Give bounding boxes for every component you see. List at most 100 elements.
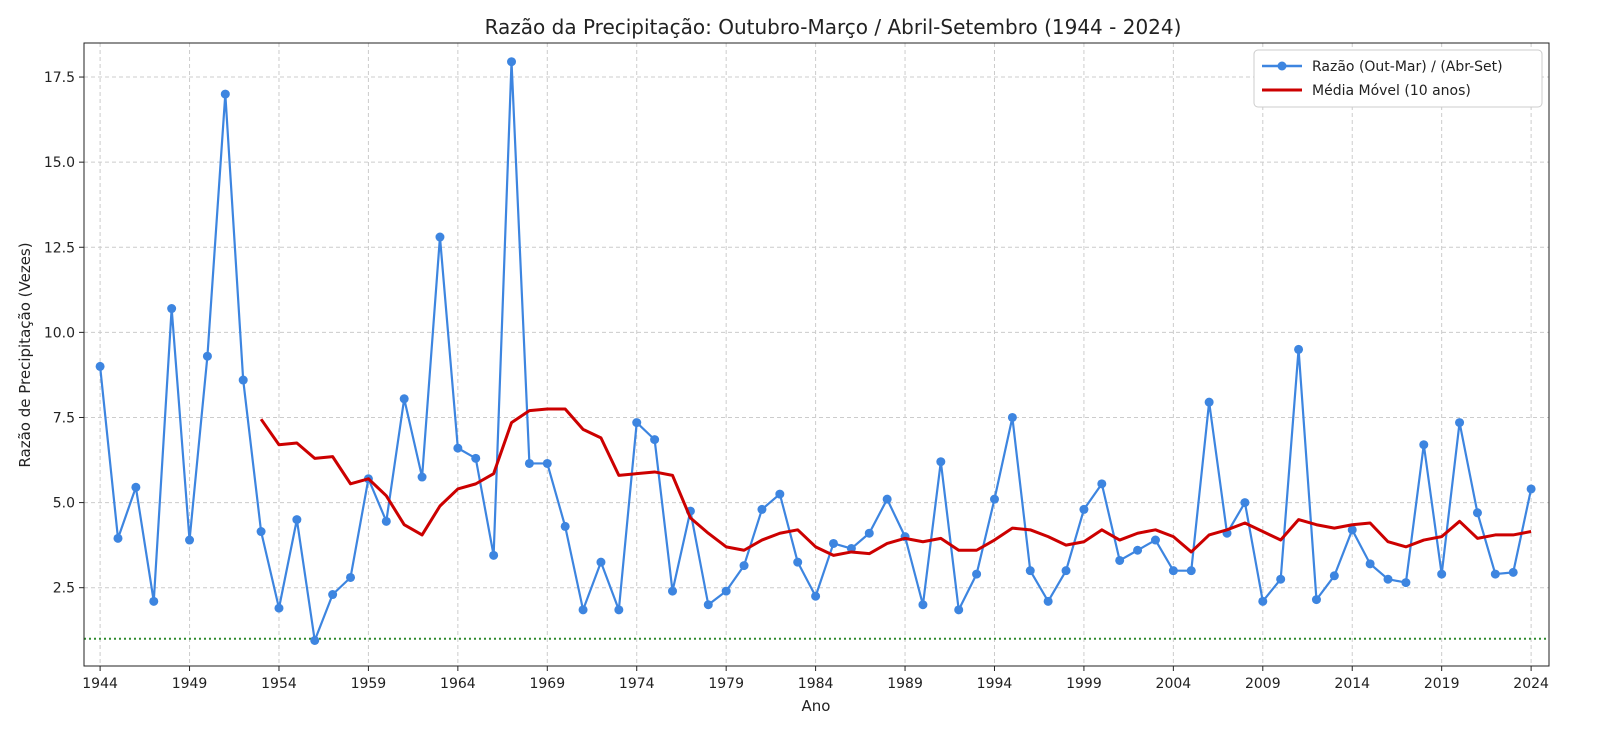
data-point	[596, 557, 606, 567]
data-point	[1437, 569, 1447, 579]
data-point	[381, 516, 391, 526]
legend-frame	[1253, 49, 1543, 108]
x-tick-label: 1979	[708, 676, 744, 692]
data-point	[185, 535, 195, 545]
y-tick-label: 17.5	[44, 70, 75, 86]
data-point	[954, 605, 964, 615]
data-point	[1079, 504, 1089, 514]
x-tick-label: 2014	[1334, 676, 1370, 692]
data-point	[113, 533, 123, 543]
data-point	[1097, 479, 1107, 489]
data-point	[989, 494, 999, 504]
legend-marker-ratio	[1277, 61, 1287, 71]
data-point	[507, 57, 517, 67]
data-point	[864, 528, 874, 538]
data-point	[721, 586, 731, 596]
data-point	[1508, 567, 1518, 577]
data-point	[542, 458, 552, 468]
data-point	[1347, 525, 1357, 535]
data-point	[1401, 578, 1411, 588]
data-point	[131, 482, 141, 492]
x-tick-label: 1999	[1066, 676, 1102, 692]
y-tick-label: 2.5	[53, 581, 75, 597]
data-point	[524, 458, 534, 468]
x-tick-label: 1974	[619, 676, 655, 692]
data-point	[274, 603, 284, 613]
moving-average-line	[259, 407, 1532, 557]
data-point	[793, 557, 803, 567]
series-ratio	[95, 57, 1536, 645]
data-point	[1294, 344, 1304, 354]
y-axis: 2.5 5.0 7.5 10.0 12.5 15.0 17.5	[44, 70, 84, 597]
x-tick-label: 2009	[1245, 676, 1281, 692]
x-axis: 1944 1949 1954 1959 1964 1969 1974 1979 1984 1989…	[82, 666, 1549, 692]
data-point	[1455, 418, 1465, 428]
data-point	[1115, 555, 1125, 565]
data-point	[650, 435, 660, 445]
data-point	[167, 304, 177, 314]
legend: Razão (Out-Mar) / (Abr-Set) Média Móvel …	[1253, 49, 1543, 108]
data-point	[775, 489, 785, 499]
data-point	[578, 605, 588, 615]
x-tick-label: 1984	[798, 676, 834, 692]
legend-label-moving-average: Média Móvel (10 anos)	[1312, 83, 1471, 99]
data-point	[1365, 559, 1375, 569]
data-point	[1258, 596, 1268, 606]
data-point	[238, 375, 248, 385]
x-tick-label: 2004	[1156, 676, 1192, 692]
data-point	[560, 521, 570, 531]
chart-title: Razão da Precipitação: Outubro-Março / A…	[485, 15, 1182, 39]
data-point	[757, 504, 767, 514]
data-point	[95, 361, 105, 371]
data-point	[1472, 508, 1482, 518]
data-point	[1329, 571, 1339, 581]
data-point	[1061, 566, 1071, 576]
data-point	[828, 538, 838, 548]
y-axis-label: Razão de Precipitação (Vezes)	[16, 242, 34, 467]
data-point	[1025, 566, 1035, 576]
data-point	[1043, 596, 1053, 606]
data-point	[1526, 484, 1536, 494]
data-point	[1150, 535, 1160, 545]
data-point	[614, 605, 624, 615]
data-point	[936, 457, 946, 467]
x-tick-label: 1959	[351, 676, 387, 692]
data-point	[739, 561, 749, 571]
x-tick-label: 1949	[172, 676, 208, 692]
data-point	[1383, 574, 1393, 584]
data-point	[632, 418, 642, 428]
data-point	[471, 453, 481, 463]
data-point	[918, 600, 928, 610]
x-tick-label: 1954	[261, 676, 297, 692]
data-point	[417, 472, 427, 482]
data-point	[668, 586, 678, 596]
data-point	[811, 591, 821, 601]
y-tick-label: 7.5	[53, 410, 75, 426]
data-point	[256, 527, 266, 537]
data-point	[435, 232, 445, 242]
x-tick-label: 2019	[1424, 676, 1460, 692]
data-point	[453, 443, 463, 453]
x-tick-label: 1989	[887, 676, 923, 692]
y-tick-label: 5.0	[53, 496, 75, 512]
data-point	[1419, 440, 1429, 450]
data-point	[882, 494, 892, 504]
data-point	[1133, 545, 1143, 555]
data-point	[972, 569, 982, 579]
data-point	[1240, 498, 1250, 508]
data-point	[328, 590, 338, 600]
data-point	[1311, 595, 1321, 605]
data-point	[149, 596, 159, 606]
data-point	[703, 600, 713, 610]
series-moving-average	[259, 407, 1532, 557]
data-point	[310, 635, 320, 645]
x-tick-label: 1994	[977, 676, 1013, 692]
y-tick-label: 10.0	[44, 325, 75, 341]
data-point	[399, 394, 409, 404]
data-point	[292, 515, 302, 525]
x-tick-label: 1969	[529, 676, 565, 692]
data-point	[1204, 397, 1214, 407]
y-tick-label: 15.0	[44, 155, 75, 171]
data-point	[489, 550, 499, 560]
